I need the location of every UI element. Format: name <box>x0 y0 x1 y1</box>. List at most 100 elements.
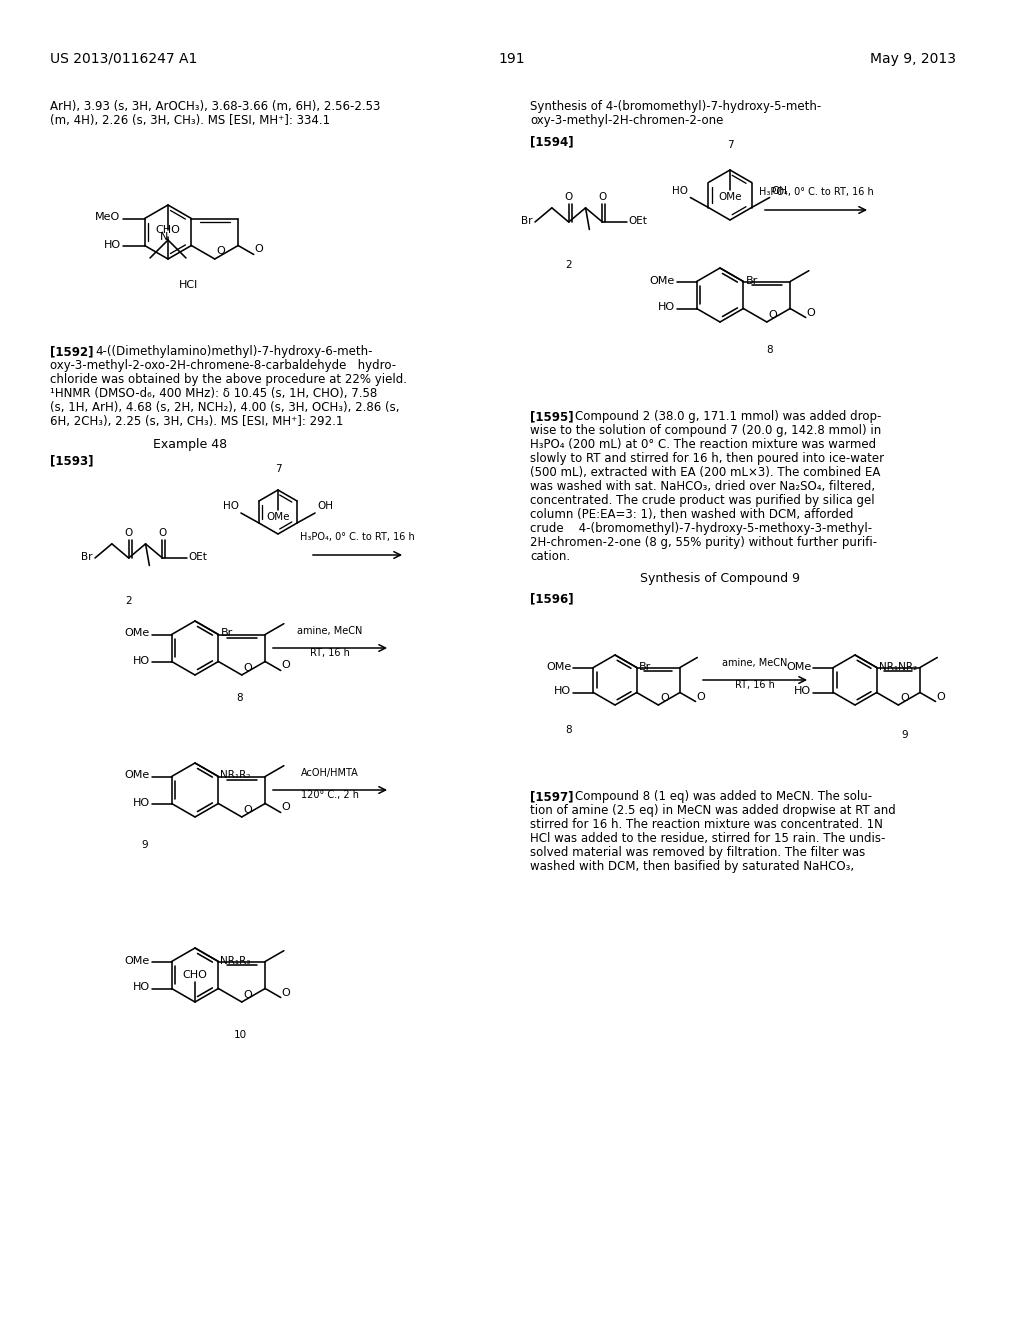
Text: cation.: cation. <box>530 550 570 564</box>
Text: HO: HO <box>132 797 150 808</box>
Text: concentrated. The crude product was purified by silica gel: concentrated. The crude product was puri… <box>530 494 874 507</box>
Text: 8: 8 <box>565 725 571 735</box>
Text: HO: HO <box>103 239 121 249</box>
Text: HO: HO <box>132 656 150 665</box>
Text: HCl: HCl <box>178 280 198 290</box>
Text: H₃PO₄, 0° C. to RT, 16 h: H₃PO₄, 0° C. to RT, 16 h <box>759 187 873 197</box>
Text: (s, 1H, ArH), 4.68 (s, 2H, NCH₂), 4.00 (s, 3H, OCH₃), 2.86 (s,: (s, 1H, ArH), 4.68 (s, 2H, NCH₂), 4.00 (… <box>50 401 399 414</box>
Text: 120° C., 2 h: 120° C., 2 h <box>301 789 359 800</box>
Text: CHO: CHO <box>182 970 208 979</box>
Text: stirred for 16 h. The reaction mixture was concentrated. 1N: stirred for 16 h. The reaction mixture w… <box>530 818 883 832</box>
Text: [1594]: [1594] <box>530 135 573 148</box>
Text: HO: HO <box>554 686 571 697</box>
Text: 7: 7 <box>727 140 733 150</box>
Text: amine, MeCN: amine, MeCN <box>297 626 362 636</box>
Text: 7: 7 <box>274 465 282 474</box>
Text: O: O <box>244 990 253 1001</box>
Text: 2H-chromen-2-one (8 g, 55% purity) without further purifi-: 2H-chromen-2-one (8 g, 55% purity) witho… <box>530 536 878 549</box>
Text: May 9, 2013: May 9, 2013 <box>870 51 956 66</box>
Text: ArH), 3.93 (s, 3H, ArOCH₃), 3.68-3.66 (m, 6H), 2.56-2.53: ArH), 3.93 (s, 3H, ArOCH₃), 3.68-3.66 (m… <box>50 100 380 114</box>
Text: Synthesis of 4-(bromomethyl)-7-hydroxy-5-meth-: Synthesis of 4-(bromomethyl)-7-hydroxy-5… <box>530 100 821 114</box>
Text: H₃PO₄ (200 mL) at 0° C. The reaction mixture was warmed: H₃PO₄ (200 mL) at 0° C. The reaction mix… <box>530 438 877 451</box>
Text: H₃PO₄, 0° C. to RT, 16 h: H₃PO₄, 0° C. to RT, 16 h <box>300 532 415 543</box>
Text: O: O <box>660 693 669 704</box>
Text: crude    4-(bromomethyl)-7-hydroxy-5-methoxy-3-methyl-: crude 4-(bromomethyl)-7-hydroxy-5-methox… <box>530 521 872 535</box>
Text: chloride was obtained by the above procedure at 22% yield.: chloride was obtained by the above proce… <box>50 374 407 385</box>
Text: O: O <box>217 246 225 256</box>
Text: solved material was removed by filtration. The filter was: solved material was removed by filtratio… <box>530 846 865 859</box>
Text: HO: HO <box>132 982 150 993</box>
Text: HO: HO <box>657 302 675 313</box>
Text: 9: 9 <box>902 730 908 741</box>
Text: [1596]: [1596] <box>530 591 573 605</box>
Text: 8: 8 <box>767 345 773 355</box>
Text: Br: Br <box>639 661 651 672</box>
Text: 2: 2 <box>125 597 132 606</box>
Text: O: O <box>769 310 777 319</box>
Text: [1592]: [1592] <box>50 345 93 358</box>
Text: OEt: OEt <box>629 216 647 226</box>
Text: O: O <box>900 693 909 704</box>
Text: Compound 8 (1 eq) was added to MeCN. The solu-: Compound 8 (1 eq) was added to MeCN. The… <box>575 789 872 803</box>
Text: OMe: OMe <box>718 191 741 202</box>
Text: O: O <box>244 663 253 673</box>
Text: HO: HO <box>673 186 688 195</box>
Text: [1593]: [1593] <box>50 454 93 467</box>
Text: NR₁R₃: NR₁R₃ <box>220 956 251 965</box>
Text: HO: HO <box>223 502 239 511</box>
Text: OMe: OMe <box>124 771 150 780</box>
Text: slowly to RT and stirred for 16 h, then poured into ice-water: slowly to RT and stirred for 16 h, then … <box>530 451 884 465</box>
Text: (500 mL), extracted with EA (200 mL×3). The combined EA: (500 mL), extracted with EA (200 mL×3). … <box>530 466 881 479</box>
Text: oxy-3-methyl-2H-chromen-2-one: oxy-3-methyl-2H-chromen-2-one <box>530 114 723 127</box>
Text: [1595]: [1595] <box>530 411 573 422</box>
Text: wise to the solution of compound 7 (20.0 g, 142.8 mmol) in: wise to the solution of compound 7 (20.0… <box>530 424 882 437</box>
Text: OMe: OMe <box>266 512 290 521</box>
Text: O: O <box>696 692 706 701</box>
Text: O: O <box>282 803 291 813</box>
Text: 8: 8 <box>237 693 244 704</box>
Text: O: O <box>125 528 133 539</box>
Text: Br: Br <box>521 216 534 226</box>
Text: US 2013/0116247 A1: US 2013/0116247 A1 <box>50 51 198 66</box>
Text: Synthesis of Compound 9: Synthesis of Compound 9 <box>640 572 800 585</box>
Text: O: O <box>564 191 572 202</box>
Text: Br: Br <box>82 552 93 562</box>
Text: O: O <box>159 528 167 539</box>
Text: CHO: CHO <box>156 224 180 235</box>
Text: 9: 9 <box>141 840 148 850</box>
Text: Example 48: Example 48 <box>153 438 227 451</box>
Text: OMe: OMe <box>124 956 150 965</box>
Text: OMe: OMe <box>649 276 675 285</box>
Text: O: O <box>598 191 606 202</box>
Text: OMe: OMe <box>786 661 811 672</box>
Text: Br: Br <box>220 628 232 639</box>
Text: [1597]: [1597] <box>530 789 573 803</box>
Text: OMe: OMe <box>124 628 150 639</box>
Text: O: O <box>255 244 263 255</box>
Text: O: O <box>807 308 815 318</box>
Text: MeO: MeO <box>95 213 121 223</box>
Text: O: O <box>282 987 291 998</box>
Text: HO: HO <box>795 686 811 697</box>
Text: (m, 4H), 2.26 (s, 3H, CH₃). MS [ESI, MH⁺]: 334.1: (m, 4H), 2.26 (s, 3H, CH₃). MS [ESI, MH⁺… <box>50 114 330 127</box>
Text: washed with DCM, then basified by saturated NaHCO₃,: washed with DCM, then basified by satura… <box>530 861 854 873</box>
Text: O: O <box>937 692 945 701</box>
Text: Compound 2 (38.0 g, 171.1 mmol) was added drop-: Compound 2 (38.0 g, 171.1 mmol) was adde… <box>575 411 882 422</box>
Text: RT, 16 h: RT, 16 h <box>735 680 775 690</box>
Text: O: O <box>244 805 253 814</box>
Text: 6H, 2CH₃), 2.25 (s, 3H, CH₃). MS [ESI, MH⁺]: 292.1: 6H, 2CH₃), 2.25 (s, 3H, CH₃). MS [ESI, M… <box>50 414 343 428</box>
Text: tion of amine (2.5 eq) in MeCN was added dropwise at RT and: tion of amine (2.5 eq) in MeCN was added… <box>530 804 896 817</box>
Text: 4-((Dimethylamino)methyl)-7-hydroxy-6-meth-: 4-((Dimethylamino)methyl)-7-hydroxy-6-me… <box>95 345 373 358</box>
Text: was washed with sat. NaHCO₃, dried over Na₂SO₄, filtered,: was washed with sat. NaHCO₃, dried over … <box>530 480 876 492</box>
Text: 10: 10 <box>233 1030 247 1040</box>
Text: ¹HNMR (DMSO-d₆, 400 MHz): δ 10.45 (s, 1H, CHO), 7.58: ¹HNMR (DMSO-d₆, 400 MHz): δ 10.45 (s, 1H… <box>50 387 377 400</box>
Text: OH: OH <box>317 502 333 511</box>
Text: amine, MeCN: amine, MeCN <box>722 657 787 668</box>
Text: RT, 16 h: RT, 16 h <box>310 648 350 657</box>
Text: AcOH/HMTA: AcOH/HMTA <box>301 768 358 777</box>
Text: Br: Br <box>745 276 758 285</box>
Text: N: N <box>160 232 168 242</box>
Text: O: O <box>282 660 291 671</box>
Text: column (PE:EA=3: 1), then washed with DCM, afforded: column (PE:EA=3: 1), then washed with DC… <box>530 508 853 521</box>
Text: OMe: OMe <box>546 661 571 672</box>
